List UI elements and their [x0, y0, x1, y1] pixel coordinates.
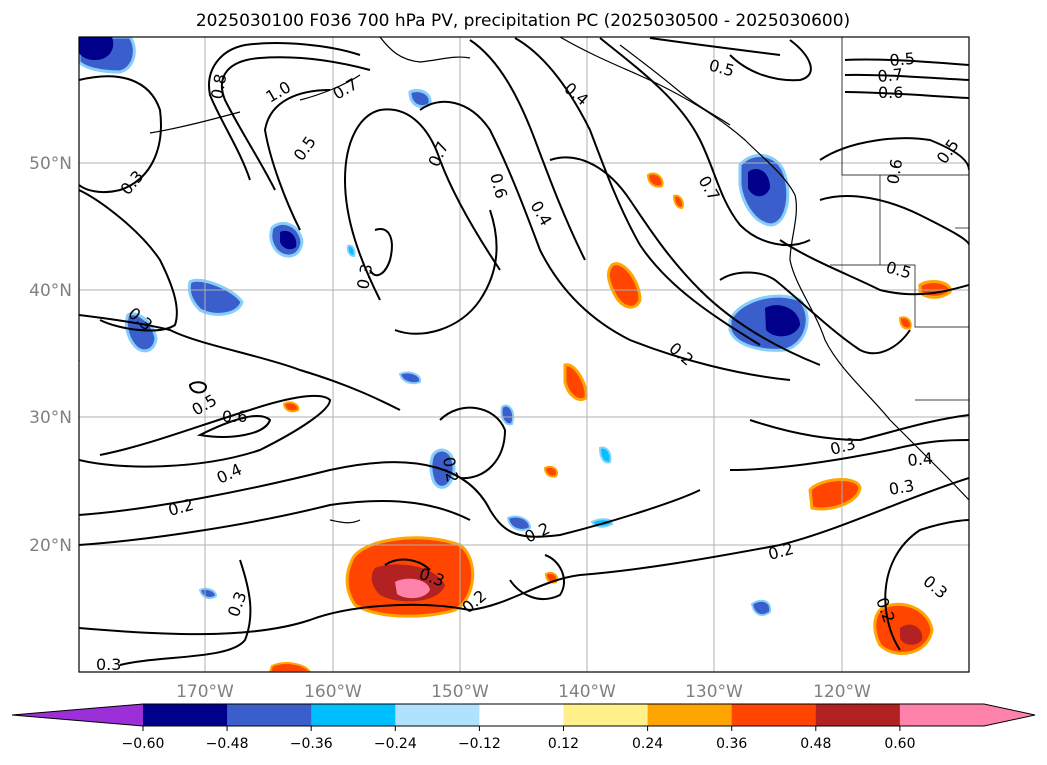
precip-positive-core: [900, 624, 923, 645]
colorbar-tick-label: −0.36: [290, 736, 333, 752]
longitude-labels: 170°W 160°W 150°W 140°W 130°W 120°W: [176, 682, 871, 702]
gridlines: [79, 37, 969, 672]
colorbar-tick-label: 0.48: [800, 736, 831, 752]
colorbar-tick-label: −0.48: [206, 736, 249, 752]
precip-negative-area: [598, 446, 612, 464]
precip-shading: [79, 37, 952, 672]
precip-negative-area: [398, 371, 422, 385]
colorbar-segment: [899, 704, 985, 726]
colorbar-tick-label: 0.36: [716, 736, 747, 752]
colorbar-segment: [227, 704, 312, 726]
contour-label: 0.2: [439, 455, 462, 483]
lon-label: 130°W: [685, 682, 743, 702]
precip-negative-core: [280, 230, 297, 250]
colorbar-tick-label: 0.12: [548, 736, 579, 752]
precip-negative-core: [748, 168, 770, 197]
precip-positive-area: [898, 316, 912, 330]
lon-label: 120°W: [813, 682, 871, 702]
colorbar-segment: [479, 704, 565, 726]
precip-negative-area: [506, 515, 532, 531]
colorbar-segment: [647, 704, 733, 726]
colorbar-tick-label: −0.24: [374, 736, 417, 752]
contour-label: 0.3: [887, 476, 915, 499]
state-borders: [830, 37, 969, 401]
precip-positive-area: [918, 280, 952, 299]
precip-negative-area: [500, 404, 514, 426]
precip-negative-area: [408, 89, 432, 109]
contour-label: 0.6: [878, 83, 903, 102]
latitude-labels: 50°N 40°N 30°N 20°N: [29, 154, 72, 556]
precip-positive-area: [672, 194, 684, 210]
precip-negative-core: [765, 305, 800, 337]
contour-label: 0.8: [207, 72, 230, 100]
contour-label: 0.3: [353, 262, 376, 290]
colorbar-tick-label: 0.24: [632, 736, 663, 752]
lat-label: 20°N: [29, 536, 72, 556]
lon-label: 160°W: [304, 682, 362, 702]
colorbar-segment: [815, 704, 901, 726]
precip-positive-peak: [395, 578, 430, 599]
lat-label: 50°N: [29, 154, 72, 174]
precip-negative-core: [79, 37, 114, 60]
coastlines: [149, 37, 969, 524]
precip-positive-area: [268, 662, 312, 672]
map-border: [78, 36, 970, 673]
colorbar: −0.60 −0.48 −0.36 −0.24 −0.12 0.12 0.24 0.36 0.4…: [11, 703, 1036, 752]
colorbar-extend-min: [12, 704, 143, 726]
colorbar-extend-max: [984, 704, 1035, 726]
contour-label: 0.5: [889, 49, 916, 70]
precip-positive-area: [543, 465, 558, 478]
contour-label: 0.3: [96, 655, 121, 674]
lat-label: 30°N: [29, 408, 72, 428]
contour-label: 0.4: [907, 449, 934, 470]
colorbar-segment: [731, 704, 817, 726]
precip-positive-area: [606, 262, 642, 309]
colorbar-segment: [311, 704, 396, 726]
precip-positive-area: [646, 172, 664, 188]
precip-negative-area: [187, 278, 244, 316]
contour-label: 0.7: [877, 65, 904, 86]
contour-label: 0.6: [222, 407, 247, 426]
contour-label: 0.6: [883, 157, 906, 185]
lat-label: 40°N: [29, 281, 72, 301]
precip-positive-area: [808, 478, 862, 511]
precip-negative-area: [198, 587, 218, 599]
colorbar-segment: [563, 704, 649, 726]
colorbar-segment: [143, 704, 228, 726]
colorbar-segment: [395, 704, 480, 726]
map-panel: 0.8 1.0 0.7 0.5 0.3 0.3 0.3 0.7 0.6 0.4 …: [79, 37, 969, 674]
colorbar-tick-label: −0.60: [122, 736, 165, 752]
figure-title: 2025030100 F036 700 hPa PV, precipitatio…: [196, 11, 850, 31]
lon-label: 140°W: [558, 682, 616, 702]
precip-negative-area: [346, 244, 356, 258]
colorbar-tick-label: 0.60: [884, 736, 915, 752]
precip-positive-area: [282, 401, 300, 413]
lon-label: 170°W: [176, 682, 234, 702]
colorbar-tick-label: −0.12: [458, 736, 501, 752]
precip-negative-area: [750, 599, 772, 617]
precip-positive-area: [563, 363, 588, 401]
pv-contours: [79, 37, 969, 666]
lon-label: 150°W: [431, 682, 489, 702]
